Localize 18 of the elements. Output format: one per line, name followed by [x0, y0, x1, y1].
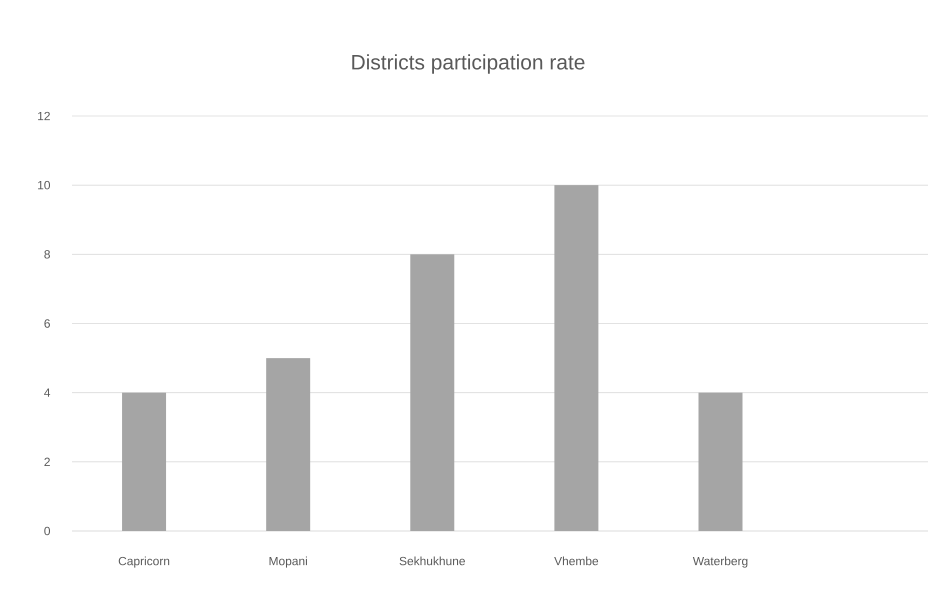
bar: [554, 185, 598, 531]
bar: [266, 358, 310, 531]
x-tick-label: Capricorn: [118, 556, 170, 568]
y-tick-label: 2: [44, 458, 50, 466]
bar: [698, 392, 742, 531]
x-tick-label: Waterberg: [692, 556, 748, 568]
y-tick-label: 0: [44, 526, 50, 536]
y-tick-label: 6: [44, 319, 50, 328]
y-tick-label: 10: [38, 180, 50, 190]
x-tick-label: Sekhukhune: [400, 556, 465, 566]
y-tick-label: 8: [44, 250, 50, 259]
bar: [410, 254, 454, 531]
chart-title: Districts participation rate: [352, 54, 584, 74]
x-tick-label: Vhembe: [554, 556, 598, 566]
y-tick-label: 4: [44, 388, 50, 397]
x-tick-label: Mopani: [270, 556, 307, 568]
bar: [122, 392, 166, 531]
y-tick-label: 12: [38, 112, 50, 120]
